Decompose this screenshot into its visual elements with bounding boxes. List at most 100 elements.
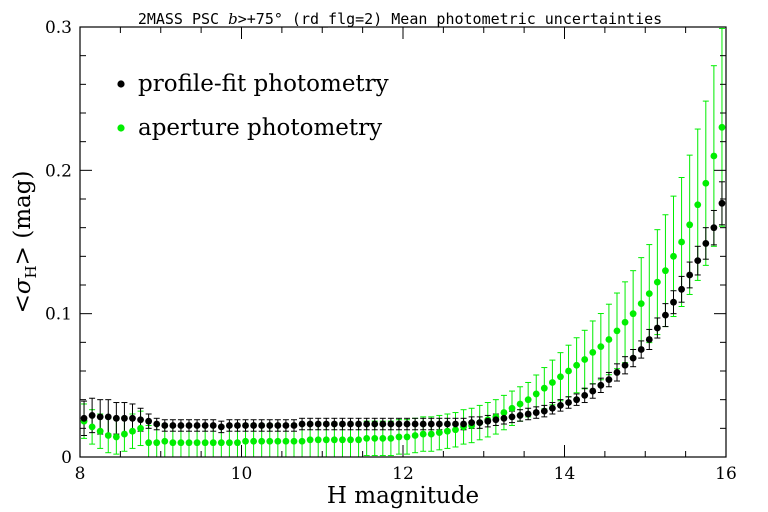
profile-point (645, 336, 653, 343)
profile-point (137, 416, 144, 424)
profile-point (104, 413, 112, 421)
aperture-point (678, 238, 685, 246)
profile-point (282, 422, 290, 429)
aperture-point (435, 429, 443, 437)
aperture-point (427, 430, 435, 438)
profile-point (177, 422, 185, 429)
profile-point (573, 396, 581, 404)
profile-point (298, 420, 306, 428)
profile-point (653, 324, 661, 332)
aperture-point (266, 437, 274, 445)
y-tick-label-2: 0.2 (45, 161, 72, 181)
profile-point (629, 354, 637, 362)
profile-point (290, 422, 298, 429)
aperture-point (282, 437, 290, 445)
profile-point (589, 387, 597, 395)
profile-point (460, 420, 467, 428)
profile-point (492, 416, 500, 424)
profile-point (565, 399, 572, 406)
profile-point (363, 420, 371, 428)
profile-point (621, 361, 629, 369)
aperture-point (347, 436, 354, 444)
aperture-point (137, 424, 144, 432)
profile-point (710, 224, 718, 232)
aperture-point (605, 336, 613, 343)
profile-point (532, 409, 540, 416)
aperture-point (557, 373, 564, 381)
aperture-point (185, 439, 193, 447)
profile-point (88, 412, 96, 419)
aperture-point (718, 123, 726, 131)
profile-point (548, 404, 556, 412)
aperture-point (250, 437, 258, 445)
profile-point (411, 420, 419, 428)
tick-labels: 8 10 12 14 16 0 0.1 0.2 0.3 (45, 18, 737, 484)
aperture-point (653, 278, 661, 286)
profile-point (444, 420, 451, 428)
profile-point (686, 271, 694, 279)
profile-point (185, 422, 193, 429)
aperture-point (161, 437, 169, 445)
y-axis-label: <σH> (mag) (10, 171, 40, 314)
title-part-b: b (228, 10, 238, 28)
aperture-point (153, 439, 161, 447)
profile-point (662, 311, 669, 319)
profile-point (557, 402, 564, 409)
aperture-point (629, 310, 637, 318)
aperture-point (314, 436, 322, 444)
aperture-point (298, 437, 306, 445)
profile-point (387, 420, 395, 428)
aperture-point (662, 267, 669, 275)
aperture-point (129, 427, 136, 435)
aperture-point (387, 434, 395, 442)
aperture-point (548, 379, 556, 386)
legend: profile-fit photometry aperture photomet… (117, 71, 389, 141)
profile-point (605, 376, 613, 383)
profile-point (500, 414, 508, 422)
legend-label-aperture: aperture photometry (138, 115, 382, 141)
aperture-point (322, 436, 330, 444)
aperture-point (419, 430, 427, 438)
profile-point (476, 419, 484, 426)
aperture-point (88, 423, 96, 431)
profile-point (121, 414, 128, 422)
aperture-point (532, 390, 540, 398)
profile-point (258, 422, 266, 429)
aperture-point (209, 439, 217, 447)
aperture-point (177, 439, 185, 447)
y-label-close: > (mag) (10, 171, 36, 266)
aperture-point (112, 433, 120, 441)
aperture-point (339, 436, 346, 444)
aperture-point (573, 361, 581, 369)
profile-point (112, 414, 120, 422)
profile-point (96, 413, 104, 421)
profile-point (161, 422, 169, 429)
aperture-point (508, 404, 516, 412)
axis-ticks (79, 26, 727, 458)
aperture-point (121, 430, 128, 438)
profile-point (581, 391, 589, 399)
profile-point (694, 257, 702, 265)
profile-point (355, 420, 362, 428)
aperture-point (411, 432, 419, 439)
aperture-point (540, 384, 548, 392)
aperture-point (355, 436, 362, 444)
aperture-point (710, 152, 718, 160)
aperture-point (645, 290, 653, 297)
aperture-point (516, 400, 524, 408)
aperture-point (371, 434, 379, 442)
profile-point (347, 420, 354, 428)
profile-point (419, 420, 427, 428)
profile-point (613, 369, 621, 376)
aperture-point (169, 439, 177, 447)
profile-point (403, 420, 411, 428)
aperture-point (225, 439, 233, 447)
aperture-point (403, 433, 411, 441)
aperture-point (242, 437, 249, 445)
profile-point (209, 422, 217, 429)
aperture-point (444, 427, 451, 435)
aperture-point (290, 437, 298, 445)
aperture-point (234, 439, 241, 447)
profile-point (274, 422, 282, 429)
profile-point (678, 285, 685, 293)
